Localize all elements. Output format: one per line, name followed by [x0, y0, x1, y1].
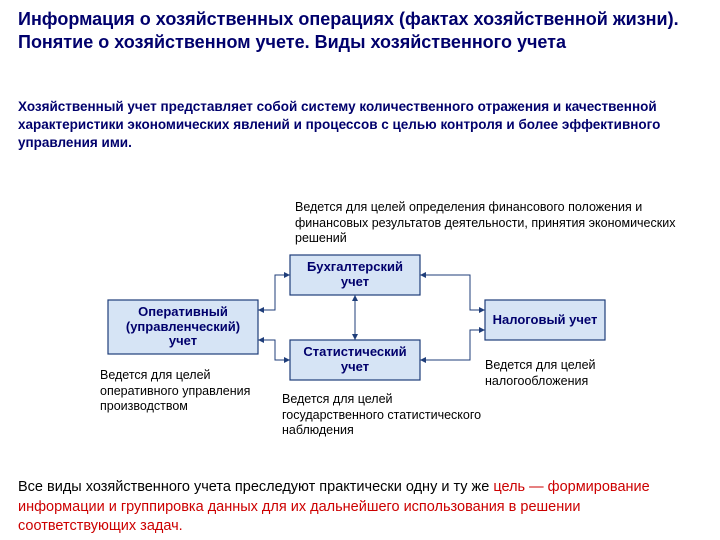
- node-stat: Статистический учет: [290, 340, 420, 380]
- bottom-part1: Все виды хозяйственного учета преследуют…: [18, 479, 493, 495]
- caption-right: Ведется для целей налогообложения: [485, 358, 655, 389]
- node-nalog: Налоговый учет: [485, 300, 605, 340]
- caption-top: Ведется для целей определения финансовог…: [295, 200, 685, 247]
- node-oper: Оперативный (управленческий) учет: [108, 300, 258, 354]
- bottom-paragraph: Все виды хозяйственного учета преследуют…: [18, 478, 698, 537]
- caption-left: Ведется для целей оперативного управлени…: [100, 368, 280, 415]
- slide-title: Информация о хозяйственных операциях (фа…: [18, 8, 698, 53]
- caption-mid: Ведется для целей государственного стати…: [282, 392, 482, 439]
- intro-paragraph: Хозяйственный учет представляет собой си…: [18, 98, 698, 153]
- node-buh: Бухгалтерский учет: [290, 255, 420, 295]
